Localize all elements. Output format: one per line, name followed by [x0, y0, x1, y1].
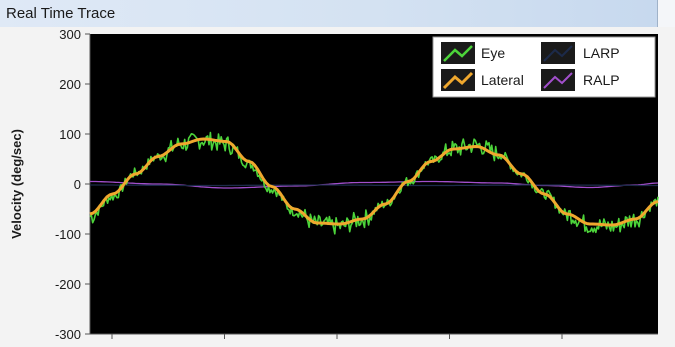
legend-label-larp: LARP — [583, 45, 620, 61]
y-axis-ticks: 300 200 100 0 -100 -200 -300 — [55, 27, 90, 342]
legend-entry-ralp: RALP — [541, 69, 620, 91]
legend-line-larp — [543, 45, 573, 62]
legend-label-eye: Eye — [481, 45, 505, 61]
y-tick-label: -100 — [55, 227, 81, 242]
legend-line-eye — [443, 45, 473, 62]
velocity-chart: 300 200 100 0 -100 -200 -300 Velocity (deg/sec… — [9, 27, 659, 342]
window-title: Real Time Trace — [6, 5, 116, 22]
series-line-larp — [90, 184, 658, 187]
window-title-bar: Real Time Trace — [0, 0, 675, 28]
y-tick-label: 0 — [74, 177, 81, 192]
legend-entry-larp: LARP — [541, 42, 620, 64]
chart-legend: Eye Lateral LARP RALP — [432, 36, 656, 98]
legend-line-lateral — [442, 71, 474, 90]
title-bar-button[interactable] — [657, 0, 675, 27]
legend-line-ralp — [543, 72, 573, 89]
y-tick-label: -200 — [55, 277, 81, 292]
series-layer — [89, 131, 659, 235]
legend-entry-lateral: Lateral — [441, 69, 524, 91]
y-tick-label: -300 — [55, 327, 81, 342]
legend-label-lateral: Lateral — [481, 72, 524, 88]
x-axis-ticks — [111, 334, 563, 339]
y-tick-label: 100 — [59, 127, 81, 142]
y-axis-title: Velocity (deg/sec) — [9, 129, 24, 239]
series-line-lateral — [89, 137, 659, 227]
y-tick-label: 200 — [59, 77, 81, 92]
legend-entry-eye: Eye — [441, 42, 505, 64]
legend-label-ralp: RALP — [583, 72, 620, 88]
y-tick-label: 300 — [59, 27, 81, 42]
series-line-eye — [89, 131, 659, 235]
chart-panel: 300 200 100 0 -100 -200 -300 Velocity (deg/sec… — [0, 27, 675, 347]
